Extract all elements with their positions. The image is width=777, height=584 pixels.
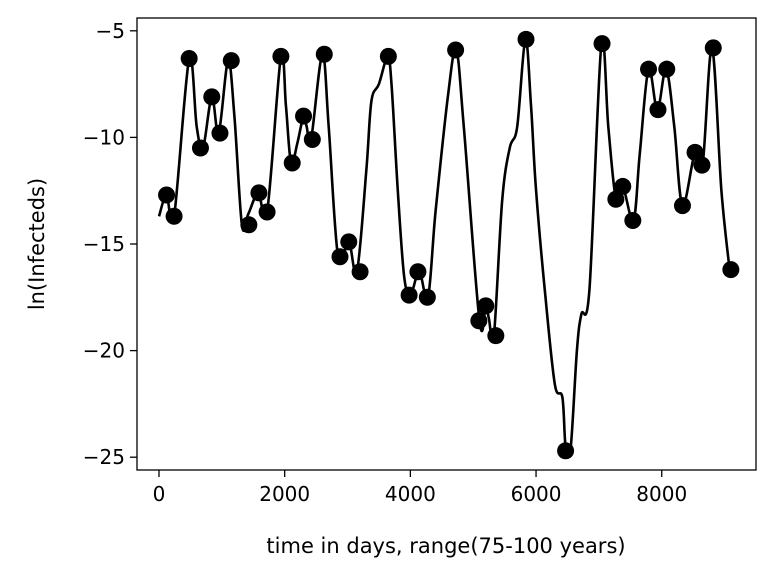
data-point	[704, 39, 722, 57]
data-point	[400, 286, 418, 304]
x-axis: 0 2000 4000 6000 8000	[153, 470, 687, 506]
data-point	[158, 186, 176, 204]
data-point	[331, 248, 349, 266]
data-point	[640, 60, 658, 78]
y-tick-label: −10	[83, 125, 125, 149]
y-tick-label: −20	[83, 339, 125, 363]
data-point	[180, 50, 198, 68]
data-point	[258, 203, 276, 221]
x-tick-label: 6000	[511, 482, 562, 506]
data-point	[240, 216, 258, 234]
y-axis-label: ln(Infecteds)	[25, 178, 49, 310]
data-point	[447, 41, 465, 59]
data-markers	[158, 30, 740, 460]
data-point	[722, 261, 740, 279]
data-point	[165, 207, 183, 225]
data-point	[203, 88, 221, 106]
data-point	[418, 288, 436, 306]
y-tick-label: −15	[83, 232, 125, 256]
data-point	[191, 139, 209, 157]
data-point	[351, 263, 369, 281]
data-point	[222, 52, 240, 70]
data-point	[409, 263, 427, 281]
data-point	[272, 47, 290, 65]
y-tick-label: −5	[96, 19, 125, 43]
x-tick-label: 2000	[259, 482, 310, 506]
data-point	[295, 107, 313, 125]
data-point	[487, 327, 505, 345]
data-point	[211, 124, 229, 142]
data-point	[673, 197, 691, 215]
data-point	[686, 143, 704, 161]
data-point	[649, 101, 667, 119]
data-point	[614, 177, 632, 195]
data-point	[624, 212, 642, 230]
data-point	[607, 190, 625, 208]
data-point	[470, 312, 488, 330]
data-point	[283, 154, 301, 172]
data-point	[303, 131, 321, 149]
x-tick-label: 0	[153, 482, 166, 506]
x-tick-label: 4000	[385, 482, 436, 506]
data-point	[250, 184, 268, 202]
data-point	[593, 35, 611, 53]
data-point	[340, 233, 358, 251]
x-axis-label: time in days, range(75-100 years)	[266, 534, 625, 558]
data-point	[379, 47, 397, 65]
data-point	[517, 30, 535, 48]
data-point	[557, 442, 575, 460]
data-point	[658, 60, 676, 78]
data-point	[693, 156, 711, 174]
y-tick-label: −25	[83, 445, 125, 469]
data-point	[477, 297, 495, 315]
x-tick-label: 8000	[636, 482, 687, 506]
data-point	[315, 45, 333, 63]
y-axis: −25 −20 −15 −10 −5	[83, 19, 137, 469]
